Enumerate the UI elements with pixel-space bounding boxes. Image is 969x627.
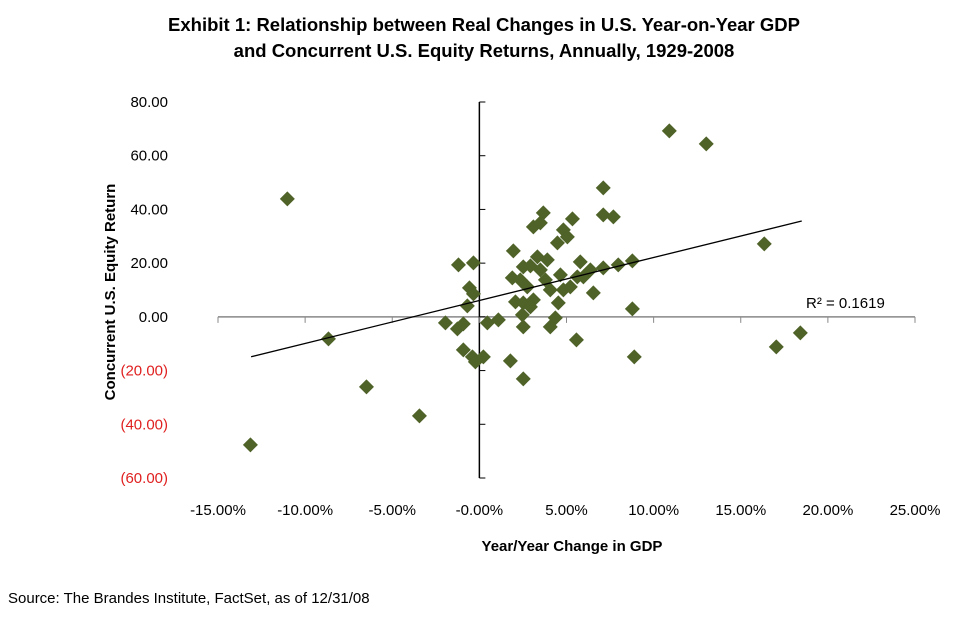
- data-point: [358, 379, 374, 395]
- data-point: [455, 316, 471, 332]
- x-tick-label: 15.00%: [715, 502, 766, 519]
- x-tick-label: -10.00%: [277, 502, 333, 519]
- y-tick-label: (40.00): [120, 416, 168, 433]
- data-point: [768, 339, 784, 355]
- data-point: [610, 257, 626, 273]
- data-point: [519, 279, 535, 295]
- data-point: [562, 279, 578, 295]
- data-point: [450, 257, 466, 273]
- x-tick-label: 25.00%: [890, 502, 941, 519]
- data-point: [532, 262, 548, 278]
- data-point: [465, 286, 481, 302]
- x-tick-label: 5.00%: [545, 502, 588, 519]
- trendline-group: R² = 0.1619: [250, 220, 885, 358]
- data-point: [572, 254, 588, 270]
- data-point: [661, 123, 677, 139]
- y-tick-label: 0.00: [139, 309, 168, 326]
- data-point: [320, 331, 336, 347]
- data-point: [568, 332, 584, 348]
- data-point: [515, 319, 531, 335]
- data-point: [502, 353, 518, 369]
- data-points: [242, 123, 808, 453]
- data-point: [564, 211, 580, 227]
- data-point: [550, 295, 566, 311]
- data-point: [595, 207, 611, 223]
- source-note: Source: The Brandes Institute, FactSet, …: [8, 590, 370, 607]
- data-point: [595, 260, 611, 276]
- data-point: [585, 285, 601, 301]
- y-tick-label: (60.00): [120, 470, 168, 487]
- data-point: [698, 136, 714, 152]
- data-point: [465, 255, 481, 271]
- data-point: [242, 437, 258, 453]
- data-point: [459, 298, 475, 314]
- data-point: [626, 349, 642, 365]
- data-point: [479, 315, 495, 331]
- data-point: [437, 315, 453, 331]
- data-point: [792, 325, 808, 341]
- data-point: [552, 267, 568, 283]
- data-point: [455, 342, 471, 358]
- data-point: [490, 312, 506, 328]
- trendline: [250, 220, 802, 358]
- y-axis-title: Concurrent U.S. Equity Return: [102, 184, 119, 401]
- y-tick-label: 80.00: [130, 94, 168, 111]
- x-tick-label: -5.00%: [368, 502, 416, 519]
- data-point: [624, 253, 640, 269]
- r-squared-label: R² = 0.1619: [806, 295, 885, 312]
- x-axis-title: Year/Year Change in GDP: [482, 538, 663, 555]
- x-tick-label: 20.00%: [802, 502, 853, 519]
- y-tick-label: 20.00: [130, 255, 168, 272]
- data-point: [542, 319, 558, 335]
- data-point: [505, 243, 521, 259]
- data-point: [559, 229, 575, 245]
- data-point: [624, 301, 640, 317]
- x-tick-label: -15.00%: [190, 502, 246, 519]
- y-tick-label: 60.00: [130, 148, 168, 165]
- x-tick-label: -0.00%: [456, 502, 504, 519]
- axes: -15.00% -10.00% -5.00% -0.00% 5.00% 10.00% 15.…: [120, 94, 940, 519]
- chart-title-line2: and Concurrent U.S. Equity Returns, Annu…: [234, 40, 735, 61]
- chart-title: Exhibit 1: Relationship between Real Cha…: [168, 14, 800, 35]
- data-point: [605, 209, 621, 225]
- data-point: [756, 236, 772, 252]
- data-point: [542, 282, 558, 298]
- data-point: [411, 408, 427, 424]
- y-tick-label: 40.00: [130, 201, 168, 218]
- data-point: [514, 307, 530, 323]
- data-point: [515, 371, 531, 387]
- data-point: [475, 349, 491, 365]
- data-point: [549, 235, 565, 251]
- x-tick-label: 10.00%: [628, 502, 679, 519]
- data-point: [539, 252, 555, 268]
- data-point: [595, 180, 611, 196]
- y-tick-label: (20.00): [120, 363, 168, 380]
- data-point: [279, 191, 295, 207]
- data-point: [532, 215, 548, 231]
- data-point: [522, 299, 538, 315]
